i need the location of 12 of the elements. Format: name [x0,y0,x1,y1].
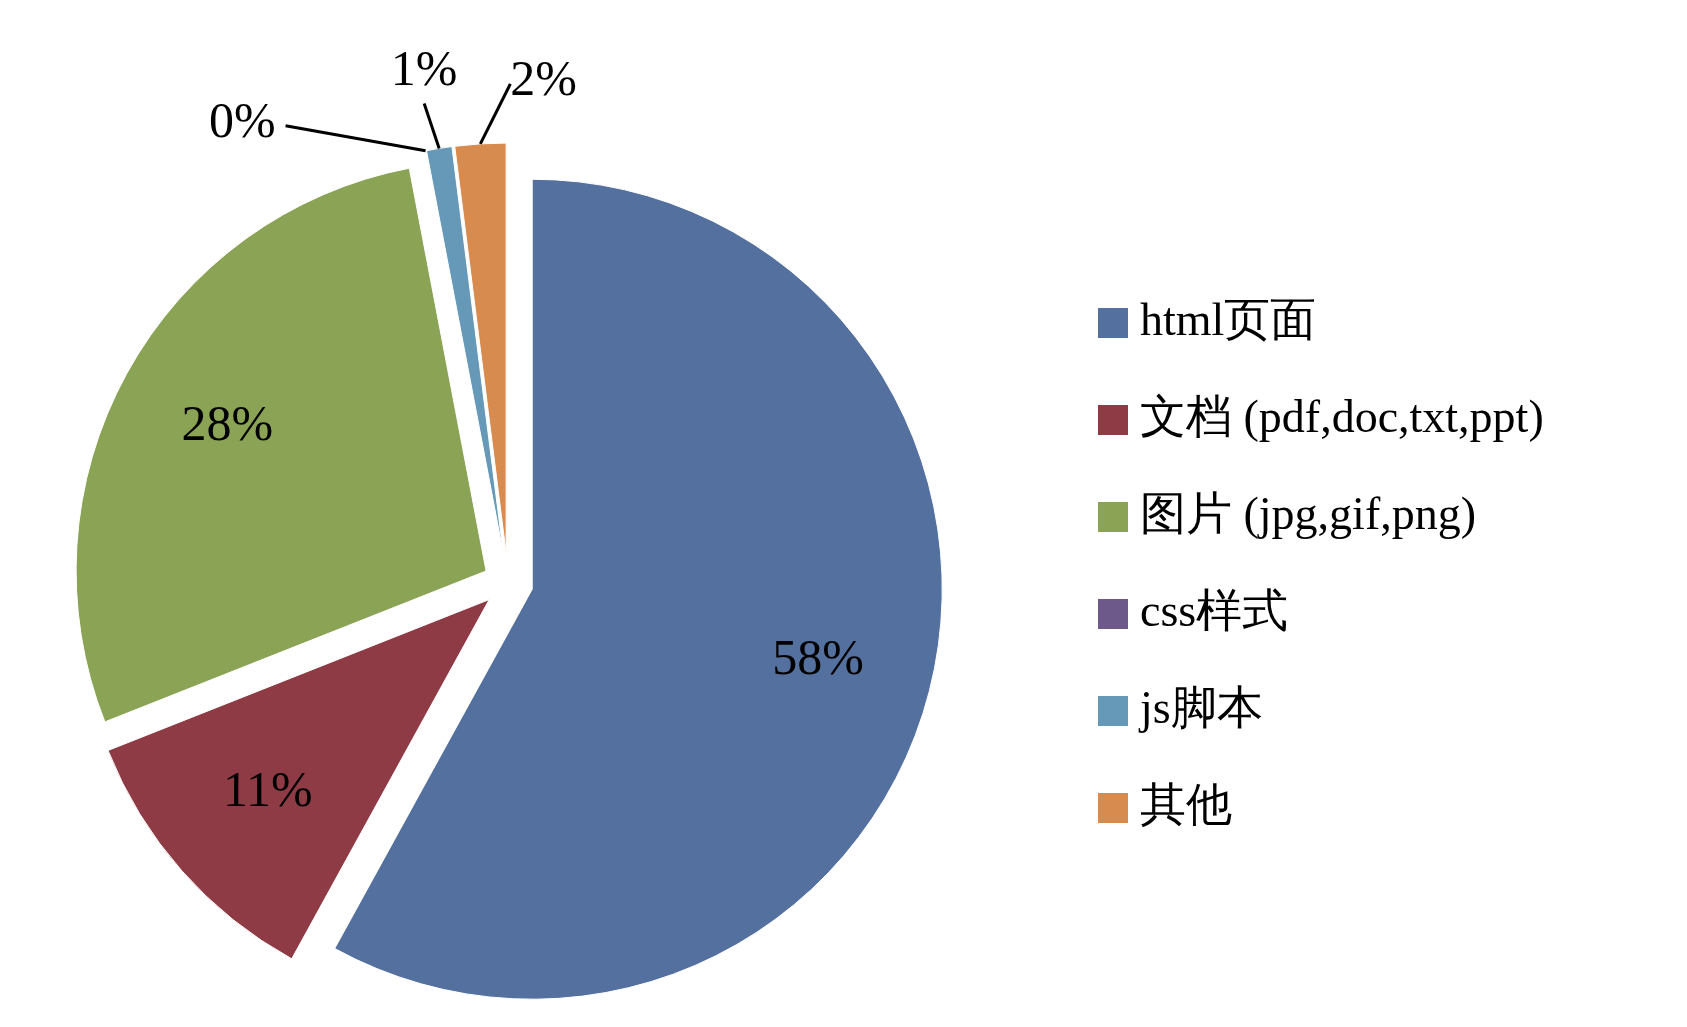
data-label: 11% [222,761,313,818]
legend-label: css样式 [1140,584,1289,636]
data-label: 1% [390,39,458,96]
data-label: 28% [181,395,274,452]
legend-label: 图片 (jpg,gif,png) [1140,487,1477,539]
data-label: 58% [772,629,864,686]
text: 0% [208,92,276,149]
legend-label: 文档 (pdf,doc,txt,ppt) [1140,390,1544,442]
legend-label: js脚本 [1138,681,1263,733]
legend-label: html页面 [1140,293,1317,345]
legend-label: 其他 [1140,778,1232,830]
data-label: 2% [510,50,578,107]
